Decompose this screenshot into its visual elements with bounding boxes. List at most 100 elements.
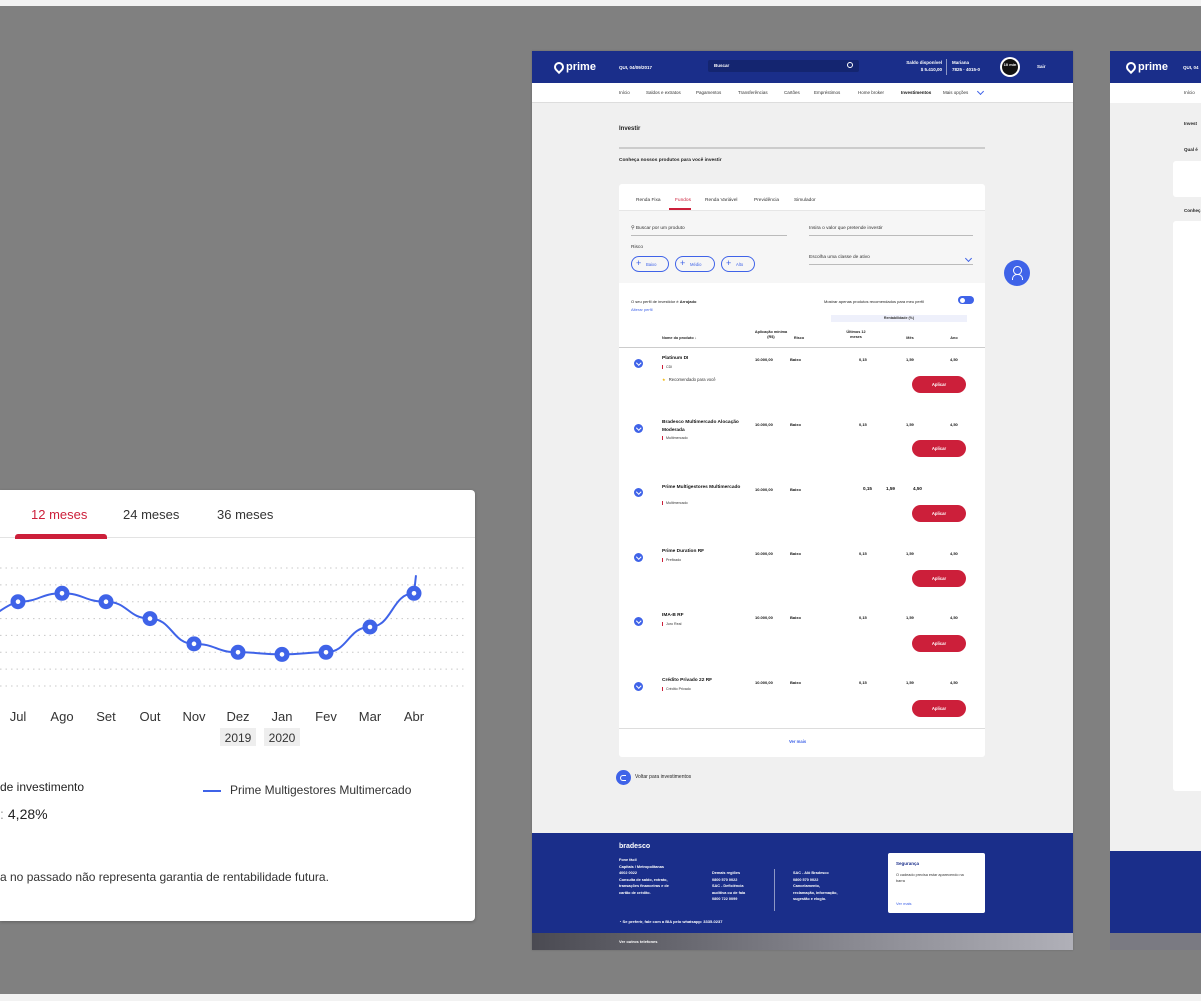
product-min: 10.000,00 (755, 357, 773, 362)
profile-card (1173, 161, 1201, 197)
apply-button[interactable]: Aplicar (912, 440, 966, 457)
tab-simulador[interactable]: Simulador (794, 198, 816, 203)
nav-inicio[interactable]: Início (1184, 90, 1195, 95)
tab-renda-variavel[interactable]: Renda Variável (705, 198, 738, 203)
risk-baixo-button[interactable]: Baixo (631, 256, 669, 272)
tab-fundos[interactable]: Fundos (675, 198, 691, 203)
recommended-toggle[interactable] (958, 296, 974, 304)
product-name: Bradesco Multimercado Alocação Moderada (662, 420, 739, 433)
assistant-icon[interactable] (1004, 260, 1030, 286)
col-header-name[interactable]: Nome do produto ↓ (662, 336, 697, 340)
product-12m: 0,15 (859, 551, 867, 556)
tab-12-meses[interactable]: 12 meses (31, 507, 88, 522)
security-card: Segurança O cadeado precisa estar aparec… (888, 853, 985, 913)
nav-pagamentos[interactable]: Pagamentos (696, 90, 722, 95)
product-month: 1,59 (906, 357, 914, 362)
nav-inicio[interactable]: Início (619, 90, 630, 95)
x-tick-label: Mar (359, 709, 382, 724)
other-phones-link[interactable]: Ver outros telefones (619, 939, 658, 944)
active-tab-indicator (15, 534, 107, 539)
expand-row-icon[interactable] (634, 359, 643, 368)
product-year: 4,50 (950, 357, 958, 362)
session-timer: 10 min (1000, 57, 1020, 77)
tab-36-meses[interactable]: 36 meses (217, 507, 274, 522)
footer-bottom-bar (1110, 933, 1201, 950)
tab-previdencia[interactable]: Previdência (754, 198, 780, 203)
product-risk: Baixo (790, 615, 801, 620)
security-title: Segurança (896, 861, 920, 866)
product-risk: Baixo (790, 422, 801, 427)
nav-mais-opcoes[interactable]: Mais opções (943, 90, 969, 95)
col-header-month: Mês (906, 336, 914, 340)
product-search-input[interactable]: ⚲ Buscar por um produto (631, 226, 685, 231)
security-see-more[interactable]: Ver mais (896, 901, 912, 906)
footer-col-sac: SAC - Alô Bradesco 0800 570 0022 Cancela… (793, 870, 838, 903)
product-risk: Baixo (790, 680, 801, 685)
search-input[interactable]: Buscar (708, 60, 859, 72)
apply-button[interactable]: Aplicar (912, 635, 966, 652)
expand-row-icon[interactable] (634, 424, 643, 433)
title-divider (619, 147, 985, 149)
product-name: Prime Multigestores Multimercado (662, 485, 741, 490)
product-min: 10.000,00 (755, 551, 773, 556)
footer-phone[interactable]: 0800 570 0022 (793, 877, 819, 882)
nav-investimentos[interactable]: Investimentos (901, 90, 932, 95)
nav-home-broker[interactable]: Home broker (858, 90, 885, 95)
page-subtitle: Conheç (1184, 208, 1201, 213)
timer-text: 10 min (1002, 59, 1018, 75)
x-tick-label: Out (140, 709, 161, 724)
see-more-link[interactable]: Ver mais (789, 739, 807, 744)
chevron-down-icon[interactable] (976, 87, 985, 96)
data-point-center (279, 652, 285, 657)
tab-renda-fixa[interactable]: Renda Fixa (636, 198, 661, 203)
product-category: CDI (662, 365, 672, 369)
footer-text: cartão de crédito. (619, 890, 651, 895)
apply-button[interactable]: Aplicar (912, 376, 966, 393)
footer-text: reclamação, informação, (793, 890, 838, 895)
expand-row-icon[interactable] (634, 617, 643, 626)
logout-button[interactable]: Sair (1037, 64, 1046, 69)
back-arrow-icon[interactable] (616, 770, 631, 785)
risk-medio-button[interactable]: Médio (675, 256, 715, 272)
line-chart: Jul Ago Set Out Nov Dez Jan Fev Mar Abr 2019 2020 (0, 567, 465, 746)
product-category: Crédito Privado (662, 687, 691, 691)
nav-cartoes[interactable]: Cartões (784, 90, 800, 95)
asset-class-select[interactable]: Escolha uma classe de ativo (809, 255, 870, 260)
prime-logo[interactable]: prime (1123, 59, 1168, 75)
footer-phone[interactable]: 4002 0022 (619, 871, 637, 875)
user-info[interactable]: Mariana 7825 · 4015-0 (952, 59, 980, 73)
back-link[interactable]: Voltar para investimentos (635, 774, 692, 780)
change-profile-link[interactable]: Alterar perfil (631, 307, 653, 312)
apply-button[interactable]: Aplicar (912, 505, 966, 522)
product-name: Platinum DI (662, 356, 689, 361)
year-label: 2020 (269, 731, 296, 745)
star-icon: ★ (662, 377, 666, 382)
product-risk: Baixo (790, 487, 801, 492)
data-point-center (411, 590, 417, 596)
nav-transferencias[interactable]: Transferências (738, 90, 768, 95)
artboard-background: 12 meses 24 meses 36 meses Jul Ago Set Out N… (0, 6, 1201, 994)
expand-row-icon[interactable] (634, 682, 643, 691)
data-point-center (235, 649, 241, 655)
whatsapp-link[interactable]: ◔ Se preferir, fale com a BIA pelo whats… (619, 919, 723, 924)
product-month: 1,59 (906, 422, 914, 427)
nav-saldos[interactable]: Saldos e extratos (646, 90, 681, 95)
tab-24-meses[interactable]: 24 meses (123, 507, 180, 522)
expand-row-icon[interactable] (634, 488, 643, 497)
prime-logo-text: prime (1138, 61, 1168, 73)
expand-row-icon[interactable] (634, 553, 643, 562)
footer-text: SAC - Alô Bradesco (793, 871, 829, 875)
products-panel (1173, 221, 1201, 791)
data-point-center (15, 599, 21, 605)
year-label: 2019 (225, 731, 252, 745)
footer-phone[interactable]: 0800 570 0022 (712, 877, 738, 882)
apply-button[interactable]: Aplicar (912, 570, 966, 587)
footer-phone[interactable]: 0800 722 0099 (712, 897, 738, 901)
risk-alto-button[interactable]: Alto (721, 256, 755, 272)
nav-emprestimos[interactable]: Empréstimos (814, 90, 841, 95)
apply-button[interactable]: Aplicar (912, 700, 966, 717)
prime-logo[interactable]: prime (551, 59, 596, 75)
data-point-center (103, 599, 109, 605)
x-tick-label: Dez (226, 709, 249, 724)
value-input[interactable]: Insira o valor que pretende investir (809, 226, 883, 231)
